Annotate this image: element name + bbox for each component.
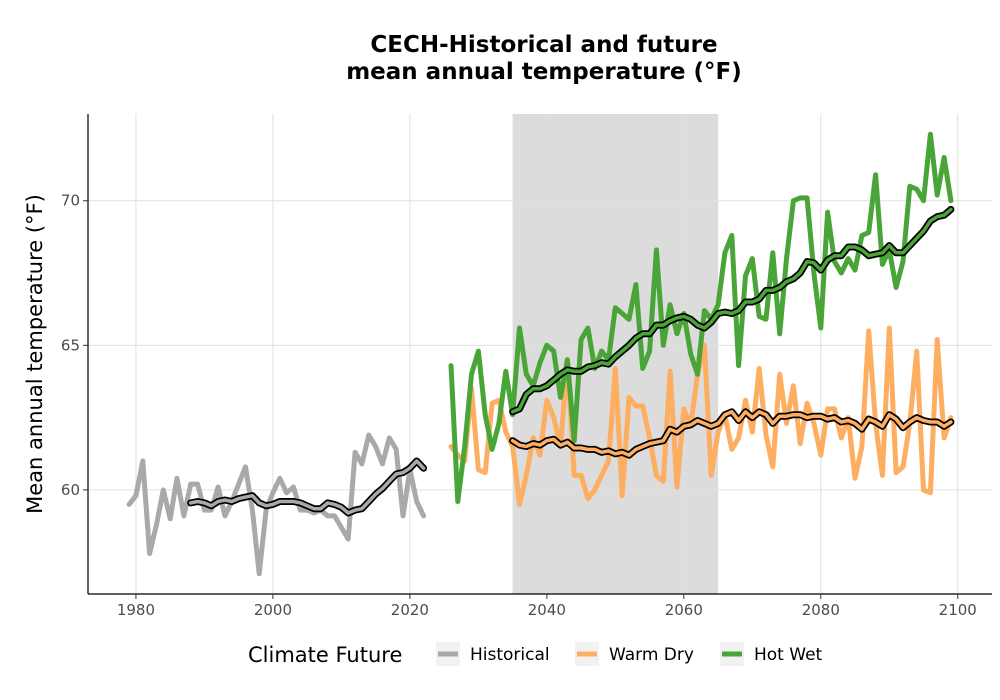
- grid-layer: [88, 114, 992, 594]
- legend-item-historical: Historical: [436, 642, 550, 666]
- moving-average-hot-wet: [509, 205, 955, 416]
- chart-title: CECH-Historical and future mean annual t…: [90, 32, 998, 86]
- chart-title-line-1: CECH-Historical and future: [370, 32, 718, 58]
- y-tick-label: 70: [61, 192, 80, 210]
- axis-layer: [83, 114, 992, 599]
- tick-label-layer: 1980 2000 2020 2040 2060 2080 2100 60 65 70: [61, 192, 977, 619]
- series-layer: [126, 131, 955, 577]
- legend-item-warm-dry: Warm Dry: [575, 642, 694, 666]
- legend-title: Climate Future: [248, 643, 402, 667]
- moving-average-line: [510, 207, 953, 414]
- moving-average-line: [510, 410, 953, 457]
- moving-average-historical: [187, 457, 428, 517]
- x-tick-label: 2100: [939, 601, 977, 619]
- legend-label: Warm Dry: [609, 645, 694, 665]
- moving-average-line: [188, 459, 426, 515]
- x-tick-label: 2080: [802, 601, 840, 619]
- x-tick-label: 1980: [117, 601, 155, 619]
- legend-label: Historical: [470, 645, 550, 665]
- x-tick-label: 2060: [665, 601, 703, 619]
- legend-items: Historical Warm Dry Hot Wet: [436, 642, 823, 666]
- chart-title-line-2: mean annual temperature (°F): [346, 59, 742, 85]
- y-tick-label: 60: [61, 481, 80, 499]
- series-line-hot-wet: [448, 131, 954, 504]
- x-tick-label: 2020: [391, 601, 429, 619]
- x-tick-label: 2000: [254, 601, 292, 619]
- legend-item-hot-wet: Hot Wet: [720, 642, 823, 666]
- moving-average-warm-dry: [509, 408, 955, 459]
- legend: Climate Future Historical Warm Dry Hot Wet: [248, 642, 823, 667]
- y-tick-label: 65: [61, 336, 80, 354]
- series-line-historical: [126, 432, 427, 577]
- legend-label: Hot Wet: [754, 645, 823, 665]
- y-axis-title: Mean annual temperature (°F): [23, 194, 47, 514]
- x-tick-label: 2040: [528, 601, 566, 619]
